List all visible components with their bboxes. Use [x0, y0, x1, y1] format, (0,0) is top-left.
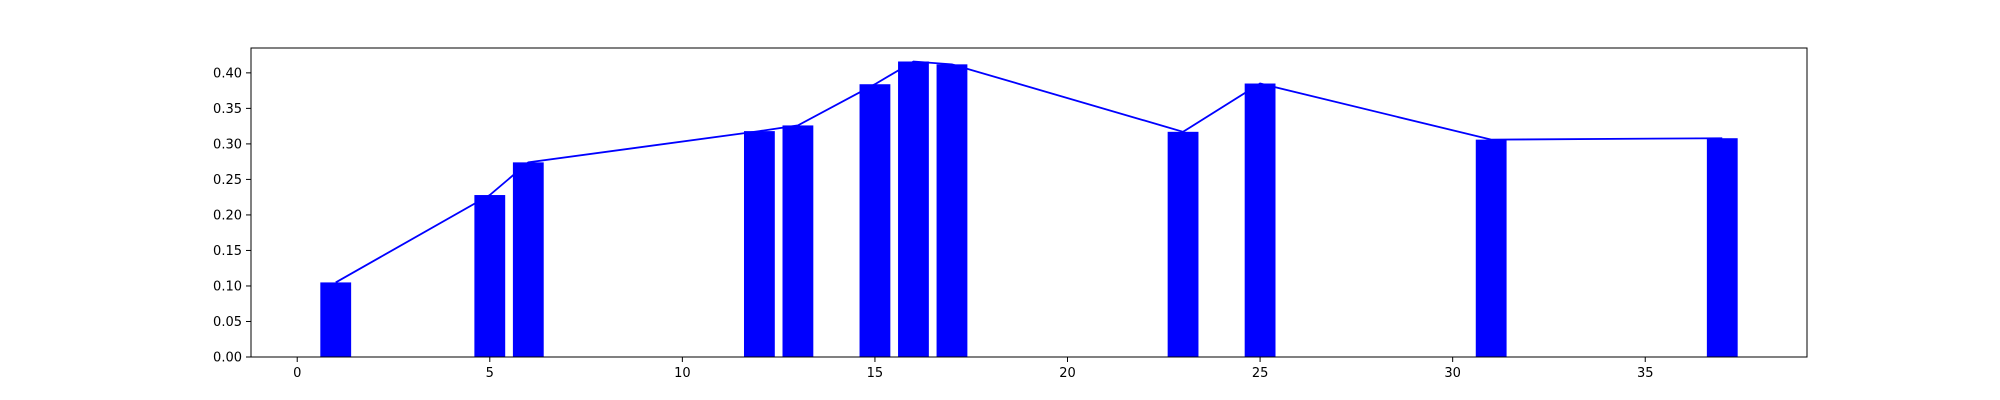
bar-16	[898, 61, 929, 357]
y-tick-label: 0.30	[213, 137, 242, 152]
y-tick-label: 0.20	[213, 208, 242, 223]
y-tick-label: 0.40	[213, 66, 242, 81]
series-line-path	[335, 60, 1723, 284]
plot-area-frame	[250, 47, 1808, 358]
bar-1	[320, 282, 352, 357]
bar-15	[859, 84, 891, 357]
bar-13	[782, 125, 814, 358]
y-tick-label: 0.35	[213, 102, 242, 117]
y-tick-label: 0.15	[213, 244, 242, 259]
x-tick-label: 20	[1059, 366, 1076, 381]
bar-23	[1167, 131, 1199, 357]
x-tick-label: 5	[486, 366, 494, 381]
y-axis-ticks: 0.00 0.05 0.10 0.15 0.20 0.25 0.30 0.35 0.40	[213, 66, 251, 366]
bar-12	[743, 131, 775, 357]
y-tick-label: 0.25	[213, 173, 242, 188]
bar-25	[1244, 83, 1276, 357]
y-tick-label: 0.05	[213, 315, 242, 330]
bar-37	[1706, 138, 1738, 357]
series-line	[335, 60, 1723, 284]
bars	[320, 61, 1738, 358]
bar-6	[512, 162, 544, 357]
x-tick-label: 35	[1637, 366, 1654, 381]
bar-5	[474, 195, 506, 357]
bar-17	[936, 64, 968, 358]
x-axis-ticks: 0 5 10 15 20 25 30 35	[293, 357, 1654, 381]
x-tick-label: 25	[1252, 366, 1269, 381]
x-tick-label: 0	[293, 366, 301, 381]
x-tick-label: 15	[867, 366, 884, 381]
y-tick-label: 0.10	[213, 279, 242, 294]
x-tick-label: 30	[1444, 366, 1461, 381]
x-tick-label: 10	[674, 366, 691, 381]
y-tick-label: 0.00	[213, 351, 242, 366]
bar-31	[1475, 139, 1507, 357]
